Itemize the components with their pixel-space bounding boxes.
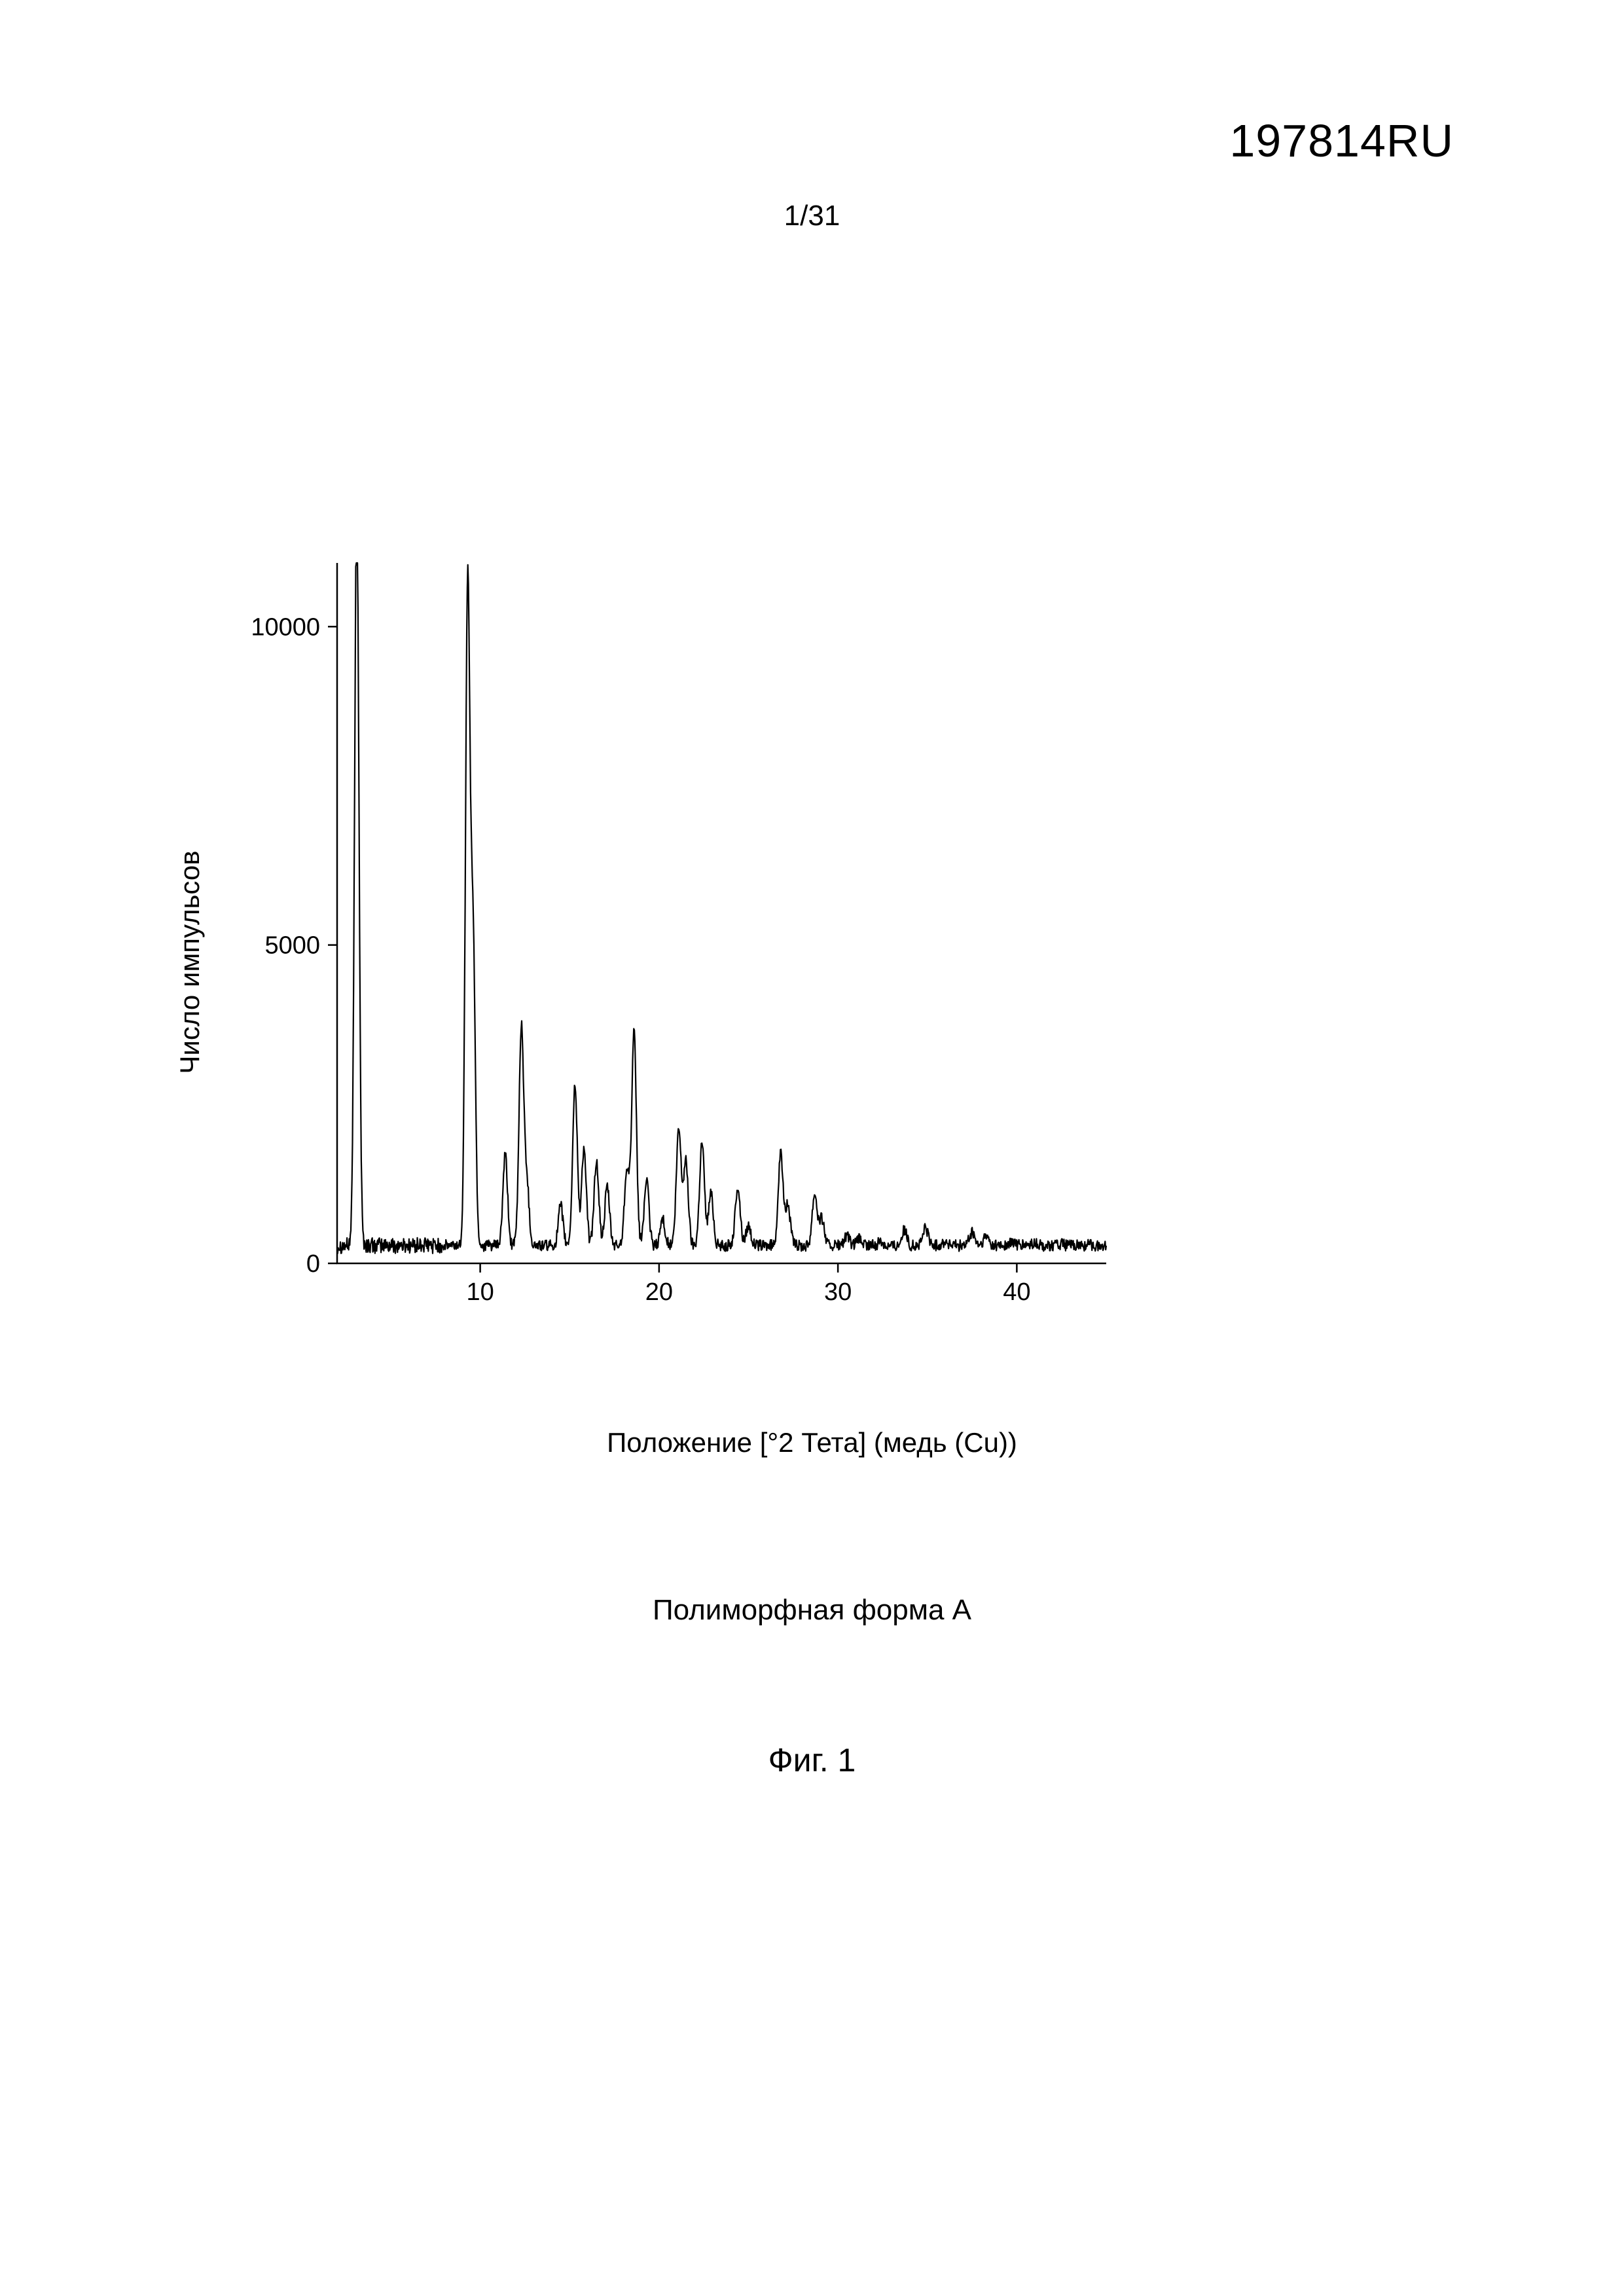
svg-text:20: 20 <box>645 1278 673 1306</box>
y-axis-label: Число импульсов <box>174 850 206 1074</box>
figure-label: Фиг. 1 <box>768 1741 856 1779</box>
chart-svg: 10 20 30 40 0 5000 10000 <box>216 550 1146 1329</box>
x-axis-label: Положение [°2 Тета] (медь (Cu)) <box>607 1427 1017 1458</box>
document-id: 197814RU <box>1229 115 1454 167</box>
xrd-chart: 10 20 30 40 0 5000 10000 <box>216 550 1146 1329</box>
svg-text:30: 30 <box>824 1278 852 1306</box>
svg-text:10: 10 <box>466 1278 494 1306</box>
page-number: 1/31 <box>784 200 840 232</box>
svg-text:0: 0 <box>306 1250 320 1278</box>
svg-text:10000: 10000 <box>251 613 320 641</box>
svg-text:40: 40 <box>1003 1278 1030 1306</box>
svg-text:5000: 5000 <box>264 932 320 960</box>
page: 197814RU 1/31 Число импульсов 10 20 30 40 0 5… <box>0 0 1624 2295</box>
figure-subtitle: Полиморфная форма A <box>653 1594 971 1627</box>
